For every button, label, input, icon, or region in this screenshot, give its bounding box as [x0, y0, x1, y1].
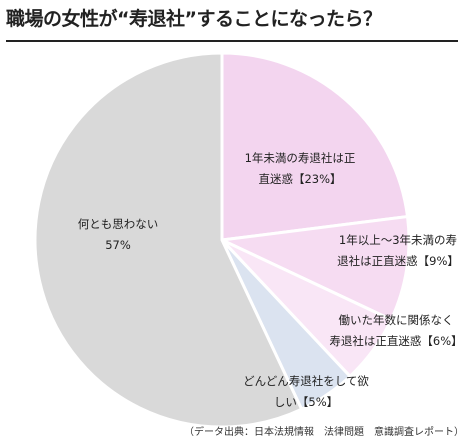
pie-slice-1	[220, 51, 410, 242]
slice-label-4: どんどん寿退社をして欲しい【5%】	[243, 374, 369, 409]
pie-slice-2	[216, 214, 411, 322]
slice-label-line: 寿退社は正直迷惑【6%】	[329, 334, 462, 348]
slice-label-line: しい【5%】	[274, 395, 338, 409]
title-underline	[6, 40, 458, 42]
slice-label-1: 1年未満の寿退社は正直迷惑【23%】	[245, 151, 356, 186]
pie-slice-5	[33, 51, 304, 429]
slice-label-line: 何とも思わない	[78, 217, 159, 231]
slice-label-line: どんどん寿退社をして欲	[243, 374, 369, 388]
slice-label-5: 何とも思わない 57%	[78, 217, 159, 252]
slice-label-3: 働いた年数に関係なく寿退社は正直迷惑【6%】	[329, 313, 462, 348]
slice-label-line: 直迷惑【23%】	[258, 172, 341, 186]
slice-label-line: 1年未満の寿退社は正	[245, 151, 356, 165]
slice-label-line: 1年以上～3年未満の寿	[339, 233, 457, 247]
source-note: （データ出典：日本法規情報 法律問題 意識調査レポート）	[184, 427, 464, 438]
slice-label-line: 退社は正直迷惑【9%】	[337, 254, 459, 268]
chart-title: 職場の女性が“寿退社”することになったら？	[6, 8, 382, 30]
slice-label-2: 1年以上～3年未満の寿退社は正直迷惑【9%】	[337, 233, 459, 268]
slice-label-line: 働いた年数に関係なく	[339, 313, 454, 327]
slice-label-line: 57%	[105, 238, 131, 252]
